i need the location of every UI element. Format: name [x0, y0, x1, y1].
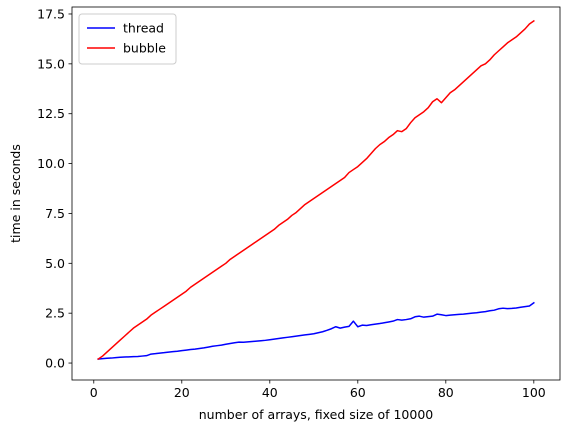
y-tick-label: 7.5	[45, 206, 65, 221]
y-axis-ticks: 0.0 2.5 5.0 7.5 10.0 12.5 15.0 17.5	[37, 6, 72, 371]
axes-frame	[71, 6, 561, 381]
x-tick-label: 20	[174, 385, 190, 400]
series-line-bubble	[97, 19, 535, 361]
y-tick-label: 5.0	[45, 256, 65, 271]
legend-box	[78, 13, 177, 65]
legend-label-bubble: bubble	[123, 41, 166, 56]
x-tick-label: 60	[350, 385, 366, 400]
x-tick-label: 0	[90, 385, 98, 400]
y-tick-label: 12.5	[37, 106, 65, 121]
x-axis-label: number of arrays, fixed size of 10000	[199, 407, 434, 422]
y-tick-label: 10.0	[37, 156, 65, 171]
x-axis-ticks: 0 20 40 60 80 100	[90, 380, 546, 400]
x-tick-label: 40	[262, 385, 278, 400]
y-tick-label: 15.0	[37, 56, 65, 71]
x-tick-label: 80	[438, 385, 454, 400]
y-tick-label: 0.0	[45, 356, 65, 371]
legend: thread bubble	[78, 13, 177, 65]
y-tick-label: 17.5	[37, 6, 65, 21]
series-line-thread	[97, 301, 535, 360]
y-axis-label: time in seconds	[8, 144, 23, 243]
series-lines	[97, 19, 535, 361]
x-tick-label: 100	[522, 385, 546, 400]
y-tick-label: 2.5	[45, 306, 65, 321]
legend-label-thread: thread	[123, 21, 164, 36]
